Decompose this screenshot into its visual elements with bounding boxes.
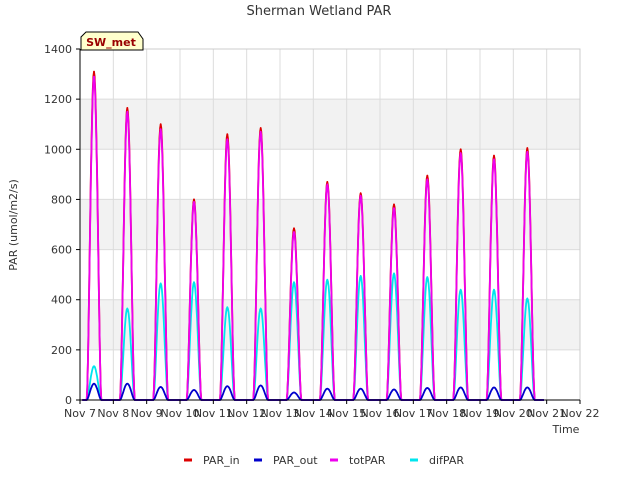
data-point-par-out: [126, 382, 129, 385]
data-point-totpar: [159, 128, 162, 131]
data-point-totpar: [359, 194, 362, 197]
x-tick-label: Nov 12: [227, 407, 266, 420]
y-tick-label: 200: [51, 344, 72, 357]
x-tick-label: Nov 19: [461, 407, 500, 420]
data-point-par-in: [259, 127, 262, 129]
x-tick-label: Nov 22: [561, 407, 600, 420]
data-point-par-out: [426, 387, 429, 389]
y-tick-label: 1200: [44, 93, 72, 106]
data-point-par-in: [393, 203, 395, 206]
legend-label: difPAR: [429, 454, 464, 467]
x-tick-label: Nov 8: [97, 407, 129, 420]
data-point-par-out: [193, 389, 195, 391]
data-point-par-in: [526, 147, 529, 149]
x-tick-label: Nov 17: [394, 407, 433, 420]
data-point-difpar: [259, 307, 262, 310]
y-tick-label: 600: [51, 244, 72, 257]
x-tick-label: Nov 9: [131, 407, 163, 420]
y-axis-label: PAR (umol/m2/s): [7, 179, 20, 271]
data-point-par-out: [326, 387, 329, 390]
data-point-par-in: [359, 192, 362, 194]
data-point-par-out: [293, 391, 295, 394]
data-point-par-out: [93, 382, 95, 385]
data-point-par-out: [526, 386, 529, 389]
data-point-totpar: [126, 110, 129, 113]
data-point-totpar: [426, 178, 429, 181]
background-band: [80, 49, 580, 100]
legend-label: PAR_in: [203, 454, 240, 467]
x-tick-label: Nov 21: [527, 407, 566, 420]
data-point-par-in: [426, 174, 429, 177]
data-point-par-in: [493, 154, 495, 157]
data-point-difpar: [359, 275, 362, 277]
annotation-shape: [80, 31, 144, 51]
data-point-par-out: [393, 388, 395, 391]
data-point-totpar: [93, 75, 95, 78]
data-point-par-out: [259, 384, 262, 387]
x-tick-label: Nov 18: [427, 407, 466, 420]
chart-title: Sherman Wetland PAR: [247, 4, 392, 19]
data-point-totpar: [226, 138, 229, 141]
legend: PAR_in PAR_out totPAR difPAR: [184, 454, 464, 467]
data-point-par-in: [326, 181, 329, 183]
data-point-difpar: [293, 281, 295, 283]
data-point-difpar: [93, 365, 95, 367]
data-point-par-in: [93, 70, 95, 73]
data-point-par-out: [359, 387, 362, 390]
data-point-par-in: [293, 227, 295, 230]
data-point-totpar: [259, 130, 262, 133]
data-point-difpar: [526, 297, 529, 300]
annotation-label: SW_met: [86, 36, 136, 49]
data-point-difpar: [193, 281, 195, 283]
x-tick-label: Nov 11: [194, 407, 233, 420]
y-tick-label: 400: [51, 294, 72, 307]
y-tick-label: 800: [51, 193, 72, 206]
data-point-par-out: [226, 385, 229, 388]
data-point-par-out: [459, 386, 462, 389]
y-tick-label: 1000: [44, 143, 72, 156]
data-point-difpar: [459, 288, 462, 291]
x-tick-label: Nov 7: [64, 407, 96, 420]
data-point-difpar: [159, 282, 162, 285]
data-point-totpar: [526, 150, 529, 153]
data-point-par-out: [159, 386, 162, 388]
data-point-par-in: [459, 148, 462, 151]
background-band: [80, 149, 580, 200]
data-point-difpar: [493, 288, 495, 291]
data-point-totpar: [326, 183, 329, 186]
data-point-par-in: [226, 133, 229, 136]
data-point-difpar: [426, 276, 429, 278]
data-point-totpar: [459, 152, 462, 154]
x-tick-label: Nov 13: [261, 407, 300, 420]
data-point-difpar: [226, 306, 229, 309]
data-point-totpar: [493, 158, 495, 161]
data-point-totpar: [393, 207, 395, 210]
data-point-totpar: [293, 231, 295, 233]
legend-label: PAR_out: [273, 454, 318, 467]
x-tick-label: Nov 14: [294, 407, 333, 420]
y-tick-label: 1400: [44, 43, 72, 56]
y-axis: 0 200 400 600 800 1000 1200 1400: [44, 43, 81, 407]
data-point-difpar: [326, 278, 329, 281]
data-point-par-out: [493, 386, 495, 389]
legend-label: totPAR: [349, 454, 386, 467]
x-tick-label: Nov 20: [494, 407, 533, 420]
annotation-box: SW_met: [80, 31, 144, 51]
data-point-par-in: [193, 198, 195, 201]
y-tick-label: 0: [65, 394, 72, 407]
x-axis-label: Time: [552, 423, 580, 436]
data-point-par-in: [126, 107, 129, 109]
x-tick-label: Nov 15: [327, 407, 366, 420]
x-tick-label: Nov 16: [361, 407, 400, 420]
data-point-totpar: [193, 201, 195, 203]
data-point-difpar: [126, 307, 129, 310]
x-tick-label: Nov 10: [161, 407, 200, 420]
background-band: [80, 99, 580, 150]
data-point-difpar: [393, 272, 395, 275]
data-point-par-in: [159, 123, 162, 126]
